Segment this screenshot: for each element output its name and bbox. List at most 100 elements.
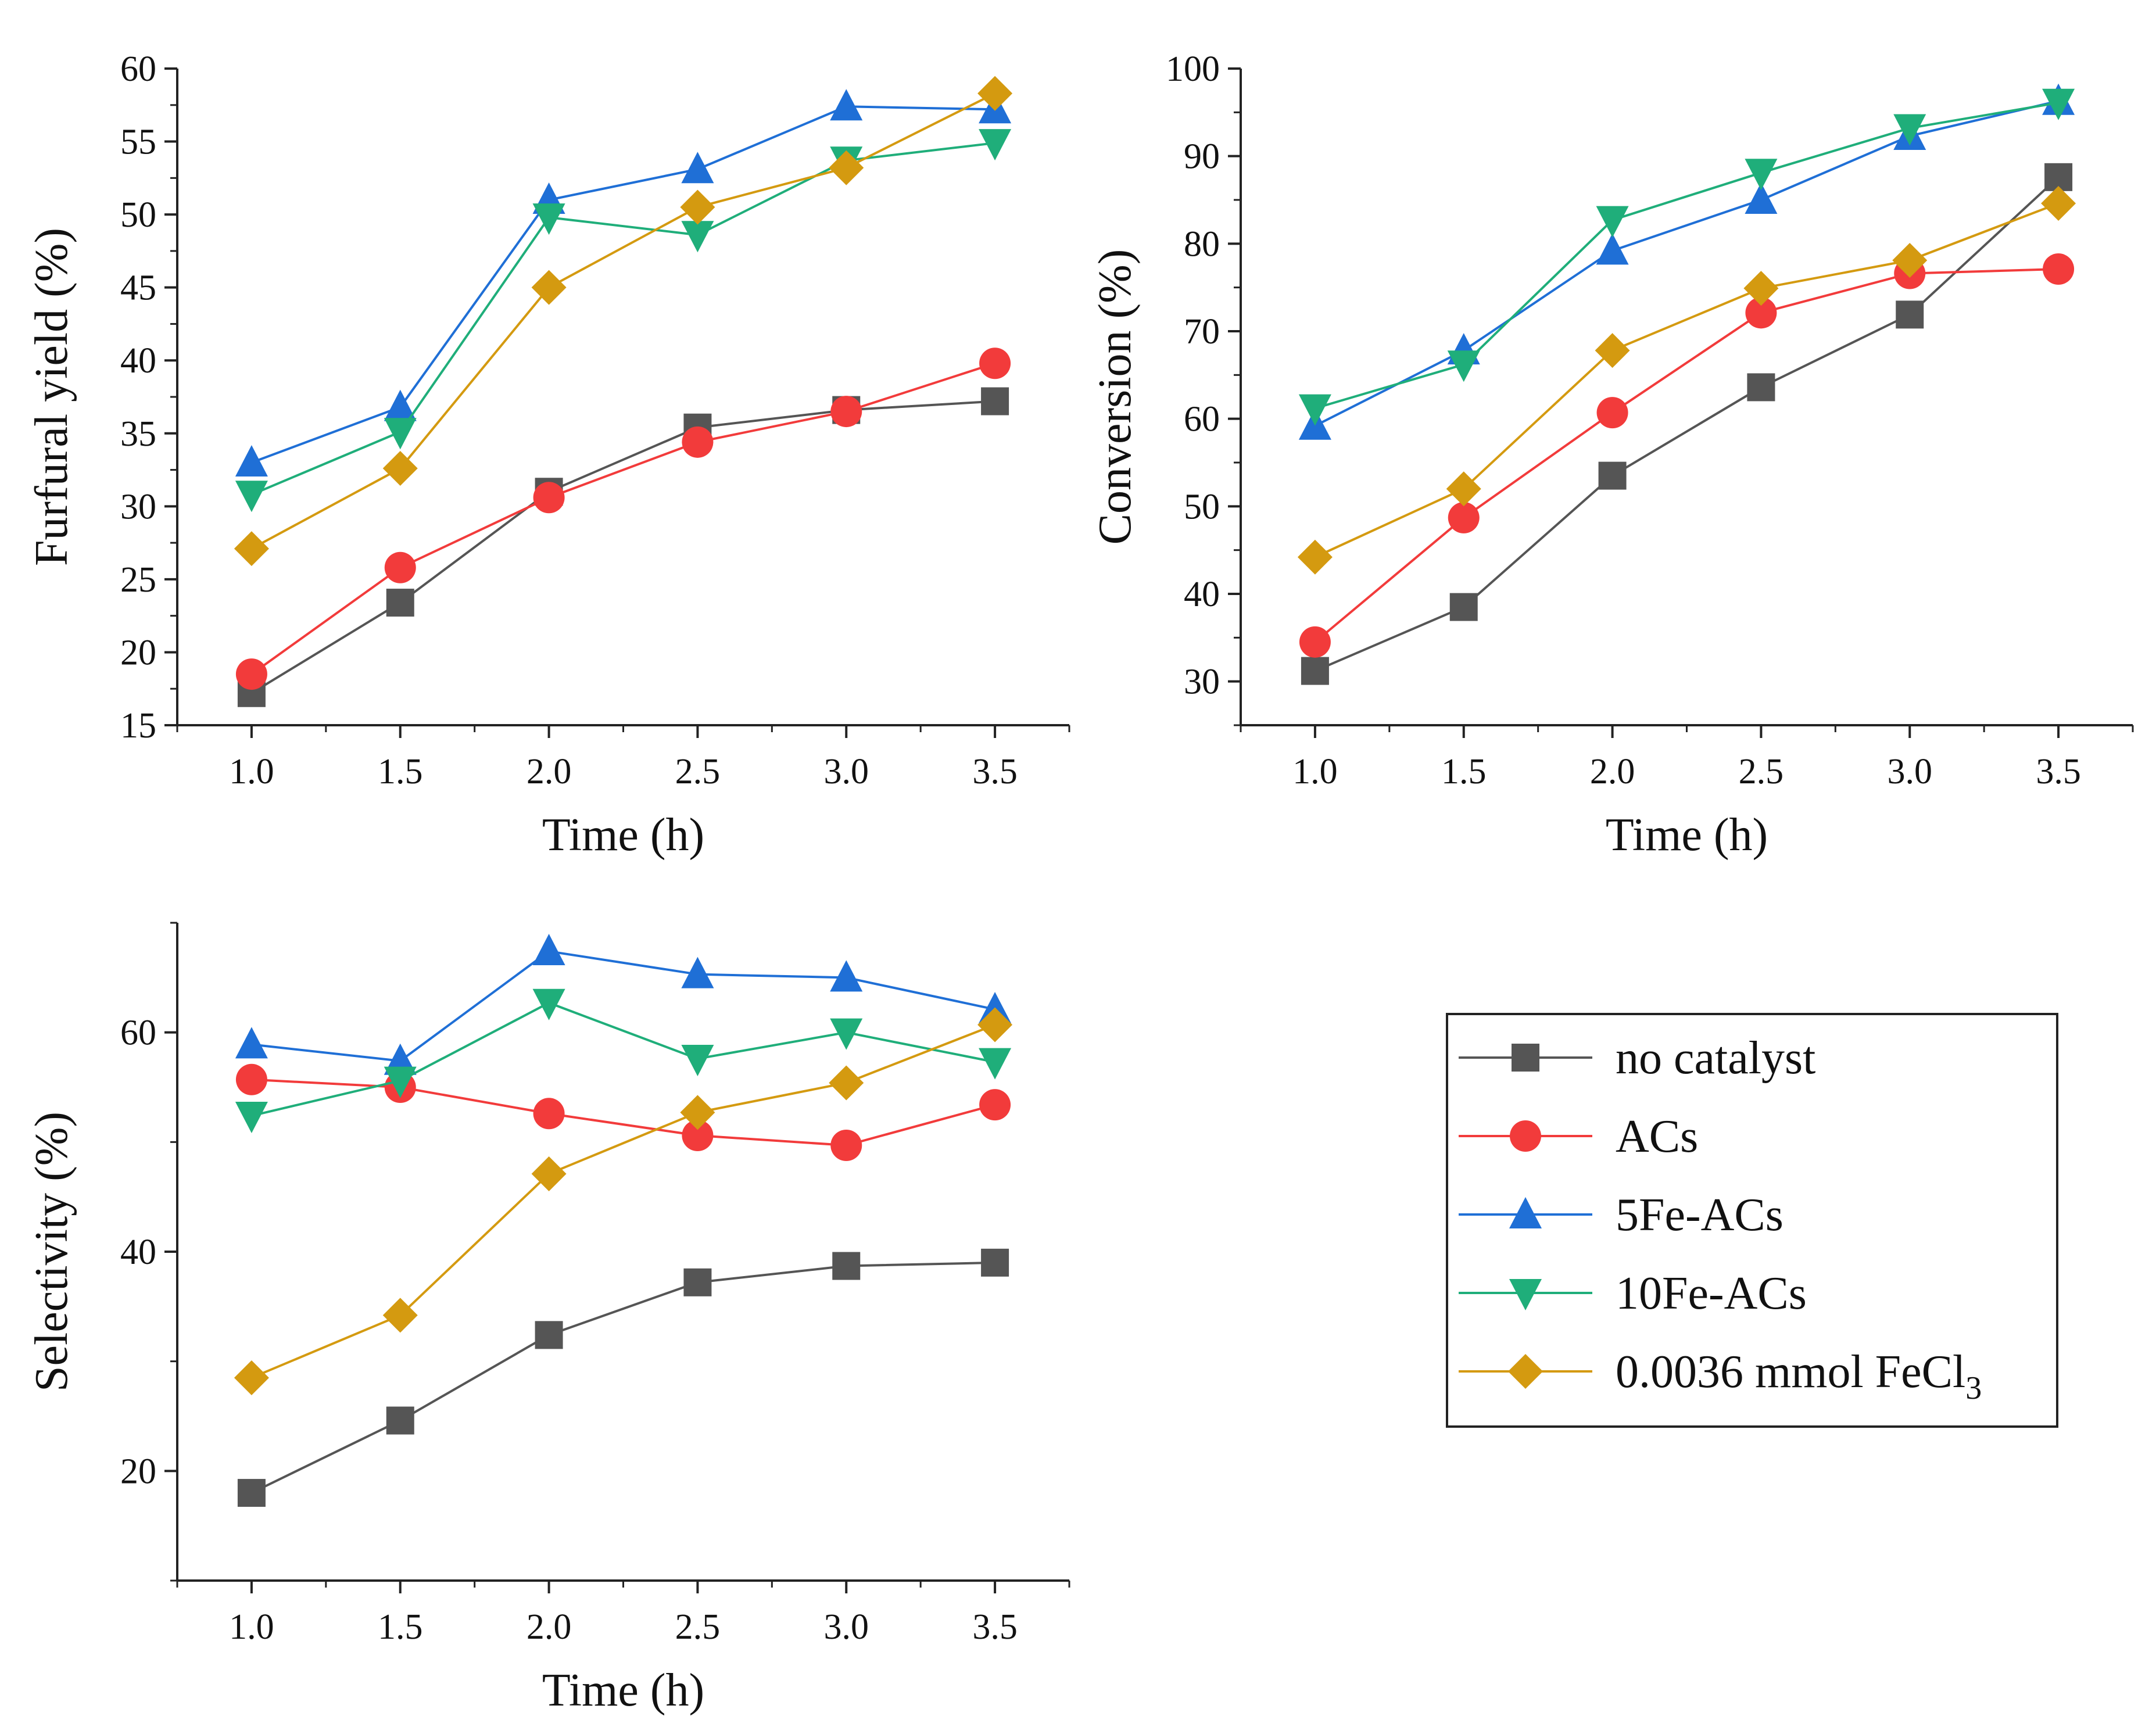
series-no-catalyst [237,1248,1009,1507]
series-acs [235,1063,1011,1161]
y-tick-label: 40 [120,1233,156,1272]
series-line [1315,176,2060,672]
legend-item-10fe-acs: 10Fe-ACs [1459,1268,1807,1319]
data-point [683,1268,712,1296]
x-tick-label: 2.5 [675,1607,721,1647]
x-tick-label: 1.0 [229,1607,274,1647]
data-point [1596,206,1629,238]
data-point [1745,297,1777,329]
y-tick-label: 30 [1184,662,1220,702]
diamond-marker-icon [1508,1354,1543,1389]
x-tick-label: 3.5 [972,752,1018,791]
data-point [1298,394,1331,426]
data-point [1596,233,1629,265]
data-point [531,270,567,305]
data-point [1745,159,1778,191]
series-line [1315,202,2059,558]
series-5fe-acs [235,89,1012,477]
data-point [532,203,565,235]
x-tick-label: 3.0 [824,1607,869,1647]
data-point [1301,657,1329,685]
data-point [235,1063,267,1095]
data-point [682,1120,714,1152]
data-point [979,1048,1012,1080]
series-line [250,400,995,694]
data-point [1896,300,1924,329]
x-tick-label: 1.5 [1441,752,1487,791]
y-tick-label: 25 [120,560,156,600]
y-tick-label: 70 [1184,312,1220,352]
y-tick-label: 60 [120,49,156,89]
data-point [1892,242,1928,278]
square-marker-icon [1512,1044,1539,1072]
data-point [1595,333,1630,368]
data-point [1448,501,1480,533]
x-tick-label: 3.5 [2036,752,2081,791]
data-point [680,1095,715,1130]
x-tick-label: 3.5 [972,1607,1018,1647]
data-point [235,481,268,513]
x-tick-label: 1.0 [229,752,274,791]
data-point [234,531,269,567]
data-point [1745,182,1778,214]
series-10fe-acs [235,129,1012,513]
legend-item-acs: ACs [1459,1111,1698,1162]
x-tick-label: 2.5 [675,752,721,791]
legend-label: 5Fe-ACs [1616,1190,1783,1241]
legend-item-no-catalyst: no catalyst [1459,1033,1815,1084]
data-point [1446,471,1481,507]
data-point [2043,253,2075,285]
data-point [979,129,1012,161]
x-tick-label: 2.5 [1739,752,1784,791]
y-axis-title: Conversion (%) [1090,249,1141,545]
legend: no catalyst ACs 5Fe-ACs 10Fe-ACs 0.0036 … [1446,1013,2058,1428]
panel-selectivity: 1.0 1.5 2.0 2.5 3.0 3.5 20 40 60 Time (h) Selectiv… [26,922,1070,1716]
series-5fe-acs [1298,83,2075,440]
data-point [1297,539,1333,575]
series-0-0036-mmol-fecl3 [234,1007,1013,1395]
series-line [251,105,995,464]
y-tick-label: 40 [1184,575,1220,614]
x-axis-title: Time (h) [542,1665,704,1716]
data-point [532,988,565,1020]
data-point [1598,461,1627,490]
data-point [382,451,418,486]
x-axis-title: Time (h) [542,809,704,861]
data-point [829,1065,864,1101]
data-point [384,1066,417,1098]
y-tick-label: 45 [120,268,156,308]
data-point [981,387,1009,415]
data-point [830,89,863,121]
series-line [251,1001,995,1117]
panel-furfural-yield: 1.0 1.5 2.0 2.5 3.0 3.5 15 20 25 30 35 40 45 50 55 60 Ti… [26,49,1070,861]
data-point [531,1156,567,1192]
data-point [235,445,268,477]
legend-item-5fe-acs: 5Fe-ACs [1459,1190,1783,1241]
legend-label-main: 0.0036 mmol FeCl [1616,1346,1965,1398]
data-point [386,1406,414,1435]
series-0-0036-mmol-fecl3 [234,76,1013,567]
data-point [979,1089,1011,1121]
series-line [251,1261,995,1494]
series-no-catalyst [1301,163,2073,685]
triangle-down-marker-icon [1509,1279,1542,1310]
y-tick-label: 30 [120,487,156,526]
data-point [535,1321,563,1349]
triangle-up-marker-icon [1509,1197,1542,1228]
data-point [235,658,267,690]
data-point [1743,271,1779,306]
series-acs [1299,253,2075,658]
data-point [682,426,714,458]
series-line [250,362,995,675]
y-axis-title: Selectivity (%) [26,1112,77,1392]
legend-label-subscript: 3 [1965,1370,1982,1406]
data-point [981,1248,1009,1277]
series-line [251,1023,995,1379]
data-point [2041,186,2076,221]
x-tick-label: 1.5 [378,1607,423,1647]
x-tick-label: 3.0 [1888,752,1933,791]
legend-marker-shape [1509,1197,1542,1228]
data-point [829,150,864,185]
series-line [250,92,995,550]
data-point [1596,397,1628,429]
